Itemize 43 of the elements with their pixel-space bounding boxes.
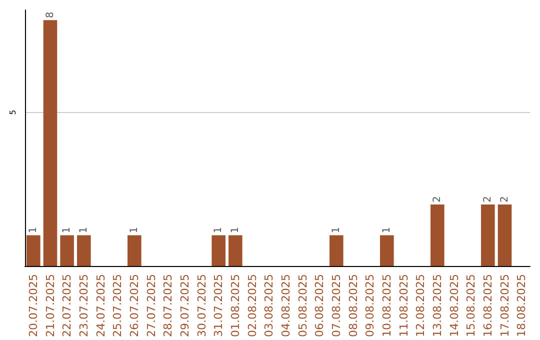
data-label: 1 [381,226,392,234]
x-tick-label: 14.08.2025 [448,274,461,338]
x-tick-label: 16.08.2025 [481,274,494,338]
x-tick-label: 08.08.2025 [346,274,360,338]
data-label: 1 [28,226,39,234]
x-tick-label: 02.08.2025 [246,274,259,338]
x-tick-label: 23.07.2025 [77,274,90,338]
x-tick-label: 09.08.2025 [364,274,377,338]
data-label: 8 [44,12,56,18]
data-label: 1 [128,226,140,234]
x-tick-label: 15.08.2025 [464,274,478,338]
x-tick-label: 04.08.2025 [279,274,292,338]
y-tick-label: 5 [8,110,18,115]
x-tick-label: 20.07.2025 [26,274,40,338]
x-tick-label: 06.08.2025 [313,274,326,338]
x-tick-label: 30.07.2025 [195,274,208,338]
x-tick-label: 05.08.2025 [296,274,310,338]
data-label: 1 [78,226,90,234]
x-tick-label: 29.07.2025 [178,274,192,338]
x-tick-label: 31.07.2025 [212,274,226,338]
x-tick-label: 03.08.2025 [262,274,276,338]
x-tick-label: 27.07.2025 [144,274,158,338]
data-label: 2 [499,196,510,203]
x-tick-label: 28.07.2025 [162,274,175,338]
x-tick-label: 17.08.2025 [498,274,512,338]
x-tick-label: 07.08.2025 [330,274,343,338]
x-tick-label: 01.08.2025 [228,274,242,338]
data-label: 1 [213,226,224,234]
x-tick-label: 10.08.2025 [380,274,394,338]
data-label: 2 [432,196,443,203]
x-tick-label: 26.07.2025 [128,274,141,338]
x-tick-label: 24.07.2025 [94,274,108,338]
x-tick-label: 12.08.2025 [414,274,428,338]
x-tick-label: 25.07.2025 [111,274,124,338]
data-label: 1 [62,226,73,234]
data-label: 1 [230,226,241,234]
x-tick-label: 11.08.2025 [397,274,410,338]
x-tick-label: 13.08.2025 [430,274,444,338]
x-tick-label: 21.07.2025 [44,274,57,338]
x-tick-label: 22.07.2025 [60,274,74,338]
data-label: 2 [482,196,494,203]
x-tick-label: 18.08.2025 [515,274,528,338]
data-label: 1 [330,226,342,234]
